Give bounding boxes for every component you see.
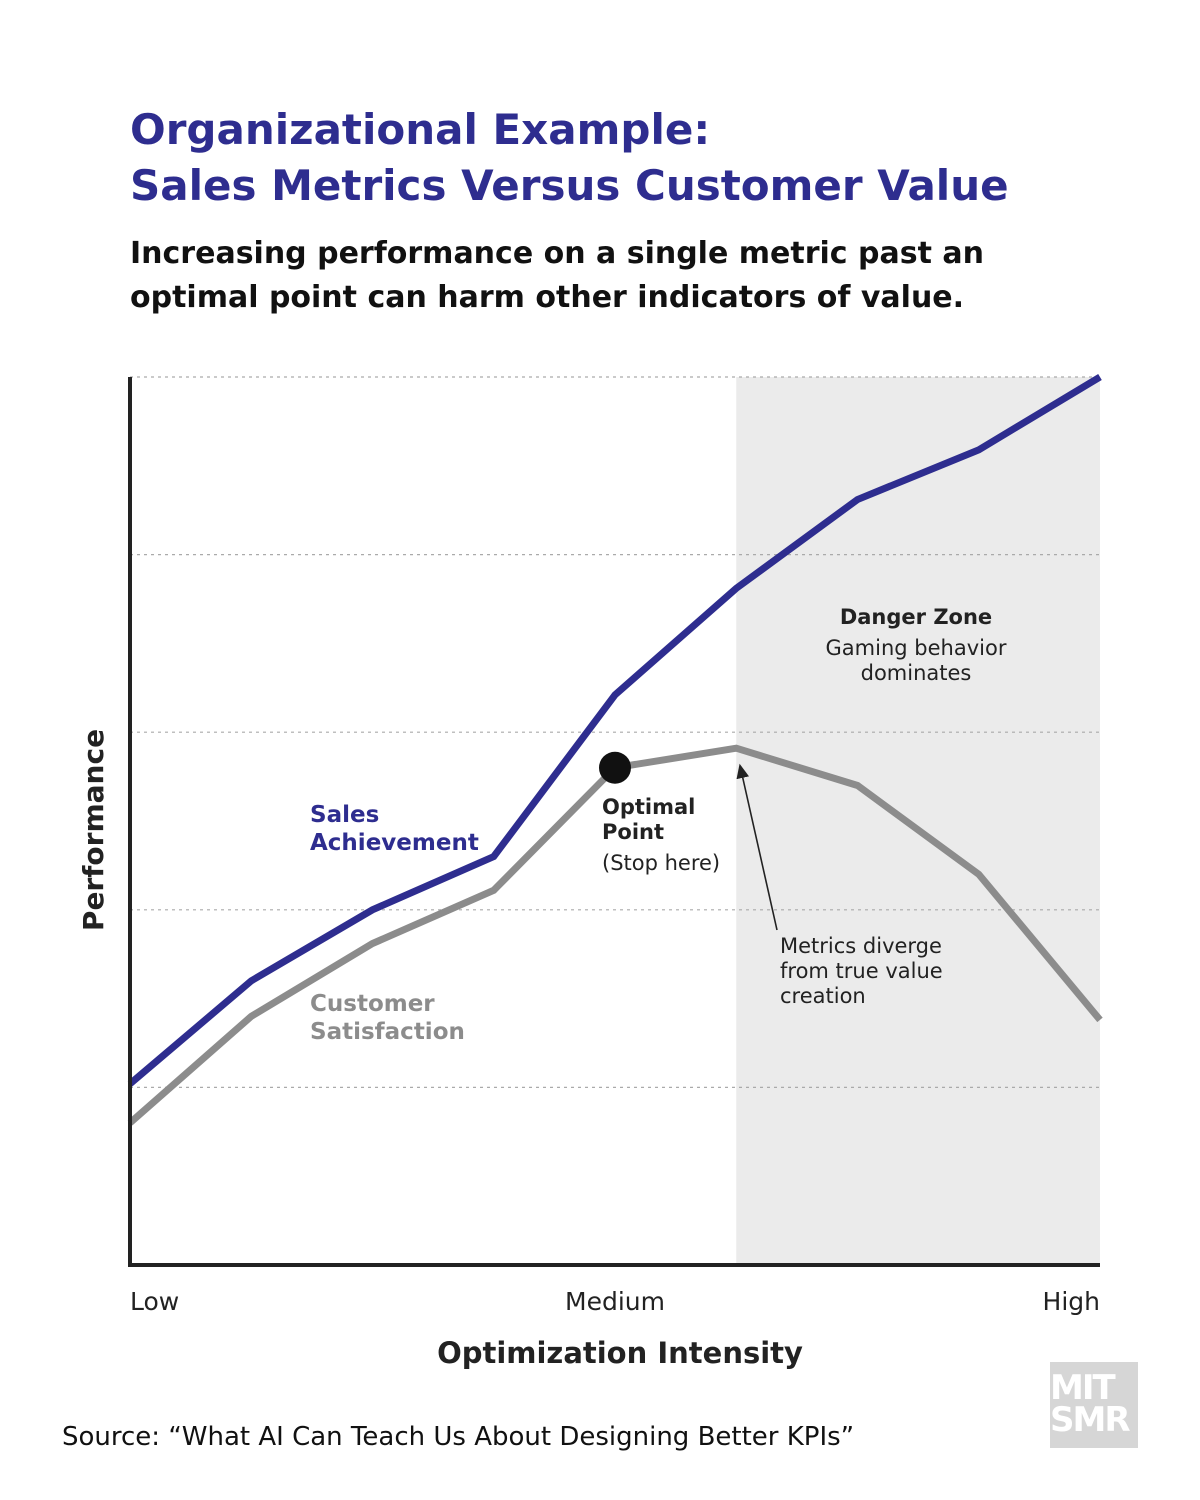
- subtitle: Increasing performance on a single metri…: [130, 232, 984, 320]
- x-axis-label: Optimization Intensity: [437, 1336, 803, 1370]
- title: Organizational Example: Sales Metrics Ve…: [130, 102, 1009, 214]
- title-line: Organizational Example:: [130, 105, 711, 154]
- optimal-point-text: (Stop here): [602, 851, 721, 875]
- x-tick-label: Low: [130, 1287, 179, 1316]
- series-line: [127, 373, 1102, 1087]
- title-line: Sales Metrics Versus Customer Value: [130, 161, 1009, 210]
- optimal-point-marker: [599, 751, 631, 784]
- logo: MIT SMR: [1050, 1362, 1138, 1448]
- annotation-arrow: [736, 763, 778, 931]
- subtitle-line: optimal point can harm other indicators …: [130, 280, 965, 315]
- source: Source: “What AI Can Teach Us About Desi…: [62, 1422, 855, 1452]
- series-label: Sales Achievement: [310, 802, 479, 856]
- series-label: Customer Satisfaction: [310, 991, 465, 1045]
- y-axis-label: Performance: [77, 729, 110, 931]
- danger-zone: [736, 377, 1100, 1265]
- x-tick-label: High: [1043, 1287, 1100, 1316]
- optimal-point-title: Optimal Point: [602, 795, 696, 844]
- danger-zone-text: Gaming behavior dominates: [825, 636, 1007, 685]
- danger-zone-title: Danger Zone: [839, 605, 993, 629]
- divergence-note: Metrics diverge from true value creation: [780, 934, 943, 1008]
- subtitle-line: Increasing performance on a single metri…: [130, 236, 984, 271]
- x-tick-label: Medium: [565, 1287, 665, 1316]
